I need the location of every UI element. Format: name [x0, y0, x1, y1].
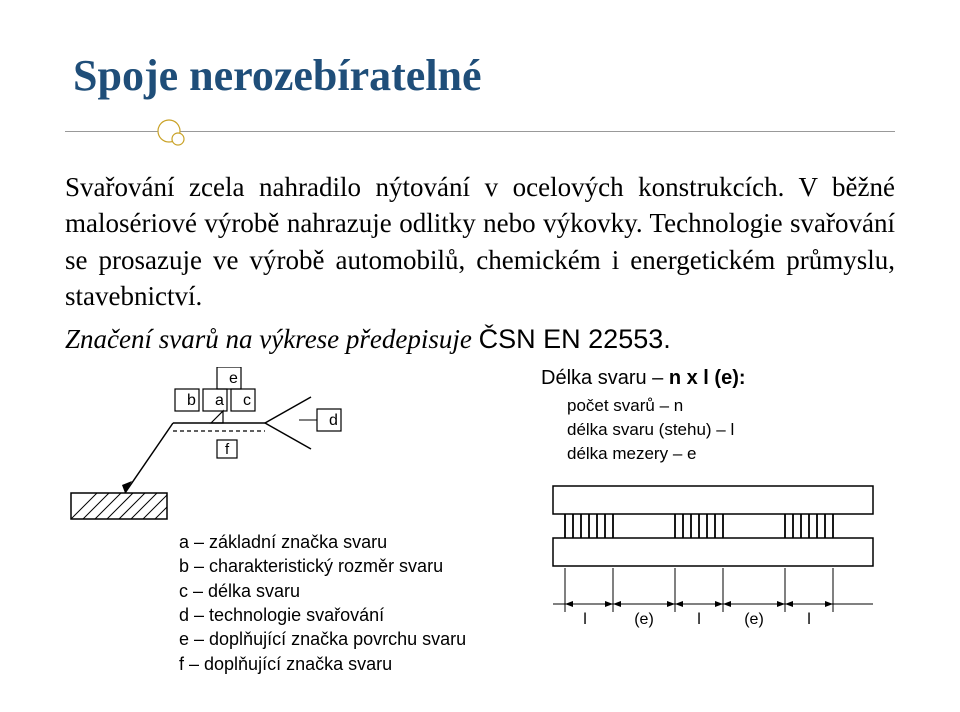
stitch-weld-diagram: l (e) l (e) l [539, 476, 889, 646]
right-title: Délka svaru – n x l (e): [541, 367, 889, 390]
standard-prefix: Značení svarů na výkrese předepisuje [65, 324, 479, 354]
legend-item: d – technologie svařování [179, 603, 525, 627]
hatched-plate-icon [71, 493, 167, 519]
right-list-item: délka mezery – e [567, 442, 889, 466]
dim-label: (e) [634, 611, 654, 628]
label-f: f [225, 441, 230, 458]
dim-label: l [583, 611, 587, 628]
label-e: e [229, 370, 238, 387]
right-list-item: počet svarů – n [567, 394, 889, 418]
dim-label: l [697, 611, 701, 628]
label-d: d [329, 412, 338, 429]
right-title-bold: n x l (e): [669, 367, 746, 389]
label-c: c [243, 392, 251, 409]
left-figure: b a c e d f [65, 367, 525, 676]
right-list: počet svarů – n délka svaru (stehu) – l … [567, 394, 889, 465]
page-title: Spoje nerozebíratelné [73, 50, 895, 101]
legend-list: a – základní značka svaru b – charakteri… [179, 530, 525, 676]
weld-symbol-diagram: b a c e d f [65, 367, 525, 527]
label-b: b [187, 392, 196, 409]
dim-label: l [807, 611, 811, 628]
figures-row: b a c e d f [65, 367, 895, 676]
standard-line: Značení svarů na výkrese předepisuje ČSN… [65, 321, 895, 357]
legend-item: a – základní značka svaru [179, 530, 525, 554]
label-a: a [215, 392, 224, 409]
right-list-item: délka svaru (stehu) – l [567, 418, 889, 442]
title-divider [65, 119, 895, 149]
dim-label: (e) [744, 611, 764, 628]
legend-item: e – doplňující značka povrchu svaru [179, 627, 525, 651]
legend-item: c – délka svaru [179, 579, 525, 603]
legend-item: b – charakteristický rozměr svaru [179, 554, 525, 578]
divider-circles-icon [155, 119, 195, 154]
slide: Spoje nerozebíratelné Svařování zcela na… [0, 0, 960, 712]
standard-code: ČSN EN 22553. [479, 324, 671, 354]
legend-item: f – doplňující značka svaru [179, 652, 525, 676]
right-figure: Délka svaru – n x l (e): počet svarů – n… [539, 367, 889, 650]
right-title-prefix: Délka svaru – [541, 367, 669, 389]
body-paragraph: Svařování zcela nahradilo nýtování v oce… [65, 169, 895, 315]
